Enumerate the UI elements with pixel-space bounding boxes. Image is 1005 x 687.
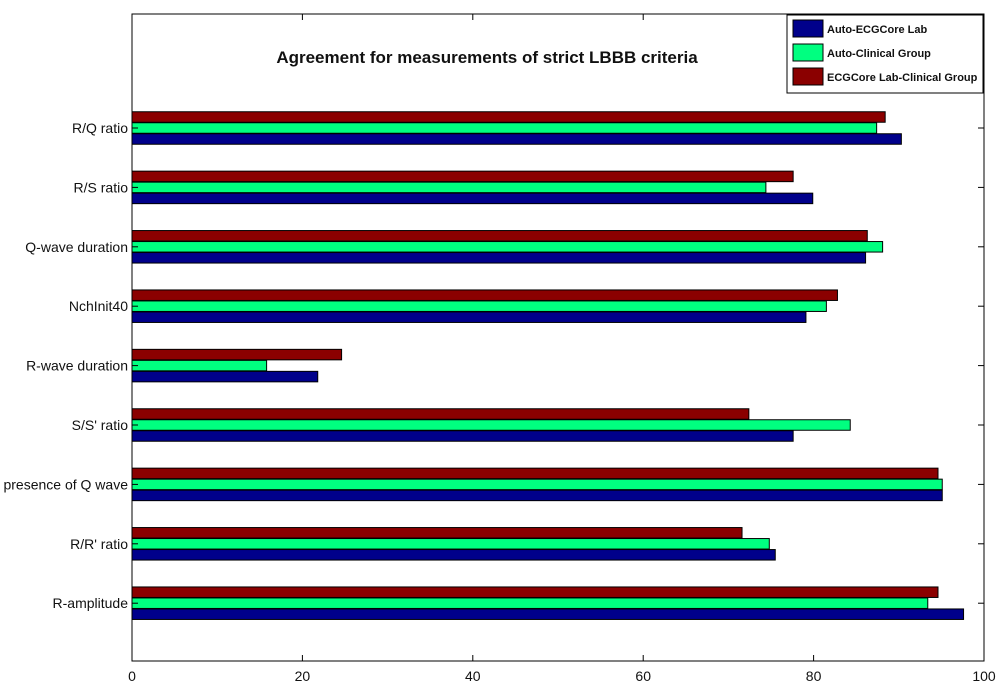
category-label: presence of Q wave: [3, 476, 128, 492]
bar-3-7: [131, 467, 939, 480]
bar-2-1: [131, 122, 878, 134]
y-ticks-group: R/Q ratio R/S ratio Q-wave duration NchInit…: [3, 120, 984, 611]
bar-1-8: [131, 549, 776, 561]
bar-2-4: [131, 300, 827, 312]
category-label: NchInit40: [69, 298, 128, 314]
category-label: R-amplitude: [53, 595, 129, 611]
x-tick-label: 80: [806, 668, 822, 684]
bar-3-9: [131, 586, 939, 598]
bar-1-1: [131, 133, 902, 145]
x-tick-label: 0: [128, 668, 136, 684]
category-label: R/S ratio: [74, 179, 129, 195]
legend-label-3: ECGCore Lab-Clinical Group: [827, 72, 978, 84]
category-label: S/S' ratio: [72, 417, 129, 433]
legend-swatch-3: [792, 67, 824, 86]
bar-3-6: [131, 408, 750, 420]
category-label: R/R' ratio: [70, 536, 128, 552]
legend-label-1: Auto-ECGCore Lab: [827, 24, 928, 36]
bar-2-2: [131, 181, 767, 194]
bar-2-6: [131, 419, 851, 431]
bar-1-3: [131, 252, 867, 264]
bar-2-5: [131, 359, 268, 372]
x-tick-label: 20: [295, 668, 311, 684]
bar-1-7: [131, 489, 943, 502]
bar-1-9: [131, 608, 965, 620]
bar-2-7: [131, 478, 943, 491]
bar-1-5: [131, 370, 319, 383]
bar-3-3: [131, 230, 868, 242]
bar-1-2: [131, 192, 814, 205]
legend-label-2: Auto-Clinical Group: [827, 48, 931, 60]
bar-3-5: [131, 348, 343, 361]
bar-3-2: [131, 170, 794, 183]
bars-group: [131, 111, 965, 620]
category-label: R-wave duration: [26, 358, 128, 374]
x-ticks-group: 0 20 40 60 80 100: [128, 14, 996, 684]
bar-1-6: [131, 430, 794, 442]
plot-area: [131, 13, 985, 662]
bar-2-3: [131, 241, 884, 253]
legend-swatch-2: [792, 43, 824, 62]
chart-title: Agreement for measurements of strict LBB…: [276, 48, 698, 67]
bar-3-4: [131, 289, 838, 301]
bar-1-4: [131, 311, 807, 323]
bar-2-9: [131, 597, 929, 609]
category-label: R/Q ratio: [72, 120, 128, 136]
bar-2-8: [131, 538, 770, 550]
x-tick-label: 100: [972, 668, 996, 684]
legend-swatch-1: [792, 19, 824, 38]
legend: Auto-ECGCore Lab Auto-Clinical Group ECGCo…: [786, 14, 984, 94]
category-label: Q-wave duration: [25, 239, 128, 255]
x-tick-label: 60: [635, 668, 651, 684]
bar-3-8: [131, 527, 743, 539]
bar-3-1: [131, 111, 886, 123]
x-tick-label: 40: [465, 668, 481, 684]
